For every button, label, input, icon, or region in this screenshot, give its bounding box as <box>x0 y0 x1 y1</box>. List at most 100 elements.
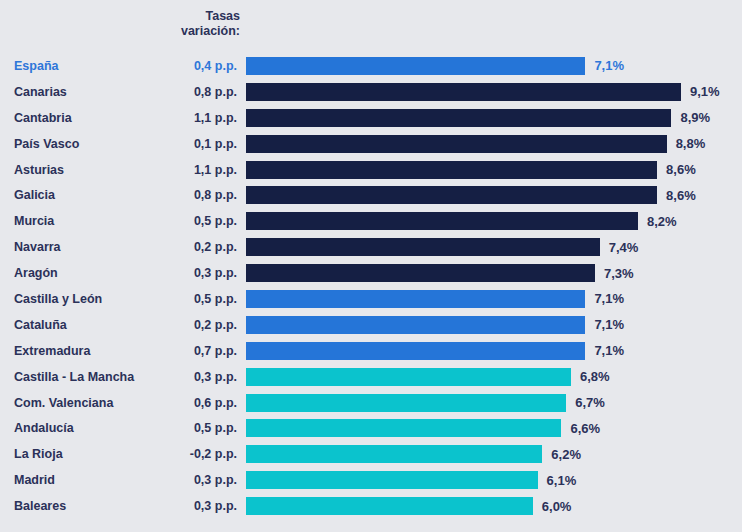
bar <box>246 212 638 230</box>
region-label: Castilla - La Mancha <box>0 370 166 384</box>
variation-value: -0,2 p.p. <box>166 447 237 461</box>
region-label: Com. Valenciana <box>0 396 166 410</box>
bar-area: 7,3% <box>246 260 742 286</box>
bar-area: 6,8% <box>246 364 742 390</box>
chart-row: Navarra 0,2 p.p. 7,4% <box>0 234 742 260</box>
region-label: Castilla y León <box>0 292 166 306</box>
region-label: Aragón <box>0 266 166 280</box>
variation-value: 0,1 p.p. <box>166 137 237 151</box>
bar-area: 6,7% <box>246 390 742 416</box>
bar <box>246 186 657 204</box>
bar-area: 7,4% <box>246 234 742 260</box>
value-label: 7,1% <box>594 343 624 358</box>
value-label: 8,6% <box>666 162 696 177</box>
bar-area: 8,6% <box>246 157 742 183</box>
bar-area: 6,1% <box>246 467 742 493</box>
variation-value: 0,8 p.p. <box>166 85 237 99</box>
chart-row: Asturias 1,1 p.p. 8,6% <box>0 157 742 183</box>
variation-value: 0,3 p.p. <box>166 370 237 384</box>
bar <box>246 419 561 437</box>
chart-row: Andalucía 0,5 p.p. 6,6% <box>0 415 742 441</box>
value-label: 8,2% <box>647 214 677 229</box>
bar-area: 7,1% <box>246 53 742 79</box>
variation-column-header: Tasas variación: <box>0 9 240 39</box>
region-label: Galicia <box>0 188 166 202</box>
region-label: Asturias <box>0 163 166 177</box>
bar <box>246 135 667 153</box>
bar <box>246 394 566 412</box>
region-label: España <box>0 59 166 73</box>
bar <box>246 264 595 282</box>
region-label: País Vasco <box>0 137 166 151</box>
bar-area: 7,1% <box>246 286 742 312</box>
value-label: 9,1% <box>690 84 720 99</box>
bar-area: 7,1% <box>246 338 742 364</box>
chart-row: Murcia 0,5 p.p. 8,2% <box>0 208 742 234</box>
bar-area: 6,0% <box>246 493 742 519</box>
variation-value: 0,5 p.p. <box>166 421 237 435</box>
region-label: Canarias <box>0 85 166 99</box>
chart-row: País Vasco 0,1 p.p. 8,8% <box>0 131 742 157</box>
bar <box>246 161 657 179</box>
bar <box>246 238 600 256</box>
variation-value: 0,4 p.p. <box>166 59 237 73</box>
variation-header-line2: variación: <box>0 24 240 39</box>
variation-value: 0,2 p.p. <box>166 240 237 254</box>
chart-rows: España 0,4 p.p. 7,1% Canarias 0,8 p.p. 9… <box>0 53 742 519</box>
bar <box>246 342 585 360</box>
bar <box>246 445 542 463</box>
bar <box>246 316 585 334</box>
bar-area: 8,2% <box>246 208 742 234</box>
region-label: La Rioja <box>0 447 166 461</box>
variation-value: 0,7 p.p. <box>166 344 237 358</box>
chart-row: Galicia 0,8 p.p. 8,6% <box>0 182 742 208</box>
bar <box>246 471 538 489</box>
variation-value: 0,8 p.p. <box>166 188 237 202</box>
value-label: 6,7% <box>575 395 605 410</box>
variation-value: 0,5 p.p. <box>166 292 237 306</box>
value-label: 6,8% <box>580 369 610 384</box>
value-label: 7,1% <box>594 291 624 306</box>
chart-row: La Rioja -0,2 p.p. 6,2% <box>0 441 742 467</box>
variation-header-line1: Tasas <box>0 9 240 24</box>
value-label: 6,0% <box>542 499 572 514</box>
bar-area: 8,8% <box>246 131 742 157</box>
variation-value: 0,3 p.p. <box>166 473 237 487</box>
region-label: Madrid <box>0 473 166 487</box>
chart-row: Cataluña 0,2 p.p. 7,1% <box>0 312 742 338</box>
chart-row: Extremadura 0,7 p.p. 7,1% <box>0 338 742 364</box>
bar-area: 9,1% <box>246 79 742 105</box>
variation-value: 0,6 p.p. <box>166 396 237 410</box>
chart-row: Canarias 0,8 p.p. 9,1% <box>0 79 742 105</box>
value-label: 7,1% <box>594 58 624 73</box>
chart-row: Cantabria 1,1 p.p. 8,9% <box>0 105 742 131</box>
value-label: 7,3% <box>604 266 634 281</box>
chart-row: Com. Valenciana 0,6 p.p. 6,7% <box>0 390 742 416</box>
value-label: 8,6% <box>666 188 696 203</box>
bar-chart: Tasas variación: España 0,4 p.p. 7,1% Ca… <box>0 0 742 532</box>
bar-area: 7,1% <box>246 312 742 338</box>
region-label: Andalucía <box>0 421 166 435</box>
chart-row: Aragón 0,3 p.p. 7,3% <box>0 260 742 286</box>
variation-value: 0,3 p.p. <box>166 499 237 513</box>
variation-value: 0,5 p.p. <box>166 214 237 228</box>
chart-row: Castilla - La Mancha 0,3 p.p. 6,8% <box>0 364 742 390</box>
value-label: 7,4% <box>609 240 639 255</box>
region-label: Cataluña <box>0 318 166 332</box>
bar <box>246 290 585 308</box>
region-label: Murcia <box>0 214 166 228</box>
region-label: Cantabria <box>0 111 166 125</box>
bar <box>246 109 671 127</box>
bar <box>246 368 571 386</box>
variation-value: 1,1 p.p. <box>166 111 237 125</box>
region-label: Baleares <box>0 499 166 513</box>
bar <box>246 497 533 515</box>
region-label: Extremadura <box>0 344 166 358</box>
variation-value: 0,3 p.p. <box>166 266 237 280</box>
bar-area: 6,6% <box>246 415 742 441</box>
bar <box>246 57 585 75</box>
value-label: 6,6% <box>570 421 600 436</box>
bar <box>246 83 681 101</box>
value-label: 7,1% <box>594 317 624 332</box>
value-label: 6,1% <box>547 473 577 488</box>
